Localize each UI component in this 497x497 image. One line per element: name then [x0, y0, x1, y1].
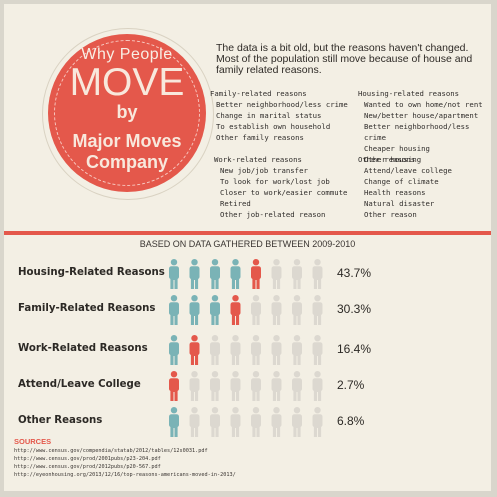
person-icon [271, 371, 282, 401]
list-item: Health reasons [364, 188, 426, 197]
person-icon [312, 259, 323, 289]
list-item: Wanted to own home/not rent [364, 100, 483, 109]
person-icon [189, 371, 200, 401]
badge-line-why-people: Why People [81, 46, 173, 63]
person-icon [271, 407, 282, 437]
work-reasons-list: Work-related reasons New job/job transfe… [214, 154, 347, 220]
person-icon [210, 407, 220, 437]
chart-subtitle: BASED ON DATA GATHERED BETWEEN 2009-2010 [139, 239, 356, 249]
person-icon [169, 259, 179, 289]
badge-line-major-moves: Major Moves [72, 131, 182, 151]
person-icon [189, 335, 200, 365]
source-link[interactable]: http://eyeonhousing.org/2013/12/16/top-r… [14, 472, 236, 478]
badge-dashed-ring [54, 40, 200, 186]
person-icon [312, 407, 323, 437]
person-icon [169, 335, 179, 365]
value-label: 30.3% [337, 302, 372, 316]
list-item: Attend/leave college [364, 166, 452, 175]
category-label: Work-Related Reasons [18, 343, 148, 354]
person-icon [169, 295, 179, 325]
person-icon [251, 371, 261, 401]
list-item: Other job-related reason [220, 210, 326, 219]
person-icon [292, 295, 302, 325]
category-label: Other Reasons [18, 415, 103, 426]
person-icon [251, 407, 261, 437]
list-item: New job/job transfer [220, 166, 308, 175]
person-icon [292, 371, 302, 401]
category-label: Family-Related Reasons [18, 303, 156, 314]
source-link[interactable]: http://www.census.gov/compendia/statab/2… [14, 448, 208, 454]
value-label: 2.7% [337, 378, 365, 392]
person-icon [230, 371, 241, 401]
chart-section: BASED ON DATA GATHERED BETWEEN 2009-2010… [4, 235, 491, 491]
list-item: Change of climate [364, 177, 439, 186]
list-heading: Family-related reasons [210, 89, 307, 98]
source-link[interactable]: http://www.census.gov/prod/2012pubs/p20-… [14, 464, 161, 470]
list-item: Other family reasons [216, 133, 304, 142]
person-icon [210, 335, 220, 365]
list-heading: Other reasons [358, 155, 416, 164]
person-icon [292, 407, 302, 437]
sources-heading: SOURCES [14, 437, 52, 446]
list-item: New/better house/apartment [364, 111, 479, 120]
person-icon [312, 371, 323, 401]
badge-line-by: by [116, 102, 138, 122]
section-divider [4, 231, 491, 235]
list-item: Better neighborhood/less crime [364, 122, 470, 142]
person-icon [230, 295, 241, 325]
title-badge: Why People MOVE by Major Moves Company [42, 28, 214, 200]
person-icon [312, 295, 323, 325]
person-icon [251, 335, 261, 365]
person-icon [169, 407, 179, 437]
list-item: Natural disaster [364, 199, 435, 208]
person-icon [230, 335, 241, 365]
infographic: Why People MOVE by Major Moves Company T… [4, 4, 491, 491]
person-icon [292, 335, 302, 365]
sources-block: SOURCES http://www.census.gov/compendia/… [14, 437, 236, 479]
person-icon [230, 259, 241, 289]
person-icon [271, 335, 282, 365]
list-item: Change in marital status [216, 111, 322, 120]
list-heading: Work-related reasons [214, 155, 302, 164]
family-reasons-list: Family-related reasons Better neighborho… [210, 88, 348, 143]
list-item: Other housing [364, 155, 422, 164]
list-item: Cheaper housing [364, 144, 430, 153]
list-item: To establish own household [216, 122, 331, 131]
value-label: 43.7% [337, 266, 372, 280]
badge-line-move: MOVE [69, 61, 185, 104]
person-icon [210, 295, 220, 325]
person-icon [169, 371, 179, 401]
person-icon [230, 407, 241, 437]
header-section: Why People MOVE by Major Moves Company T… [4, 4, 491, 232]
category-label: Attend/Leave College [18, 379, 141, 390]
person-icon [312, 335, 323, 365]
person-icon [189, 407, 200, 437]
person-icon [271, 295, 282, 325]
value-label: 6.8% [337, 414, 365, 428]
person-icon [251, 259, 261, 289]
person-icon [251, 295, 261, 325]
person-icon [189, 295, 200, 325]
intro-text: The data is a bit old, but the reasons h… [216, 42, 473, 76]
person-icon [210, 259, 220, 289]
value-label: 16.4% [337, 342, 372, 356]
badge-line-company: Company [85, 152, 168, 172]
list-item: Retired [220, 199, 251, 208]
list-item: Better neighborhood/less crime [216, 100, 348, 109]
housing-reasons-list: Housing-related reasons Wanted to own ho… [358, 88, 491, 165]
category-label: Housing-Related Reasons [18, 267, 165, 278]
person-icon [271, 259, 282, 289]
figure-chart [169, 259, 323, 437]
person-icon [210, 371, 220, 401]
other-reasons-list: Other reasons Attend/leave college Chang… [358, 154, 452, 220]
list-heading: Housing-related reasons [358, 89, 460, 98]
source-link[interactable]: http://www.census.gov/prod/2001pubs/p23-… [14, 456, 161, 462]
person-icon [292, 259, 302, 289]
list-item: To look for work/lost job [220, 177, 330, 186]
list-item: Closer to work/easier commute [220, 188, 348, 197]
list-item: Other reason [364, 210, 417, 219]
person-icon [189, 259, 200, 289]
